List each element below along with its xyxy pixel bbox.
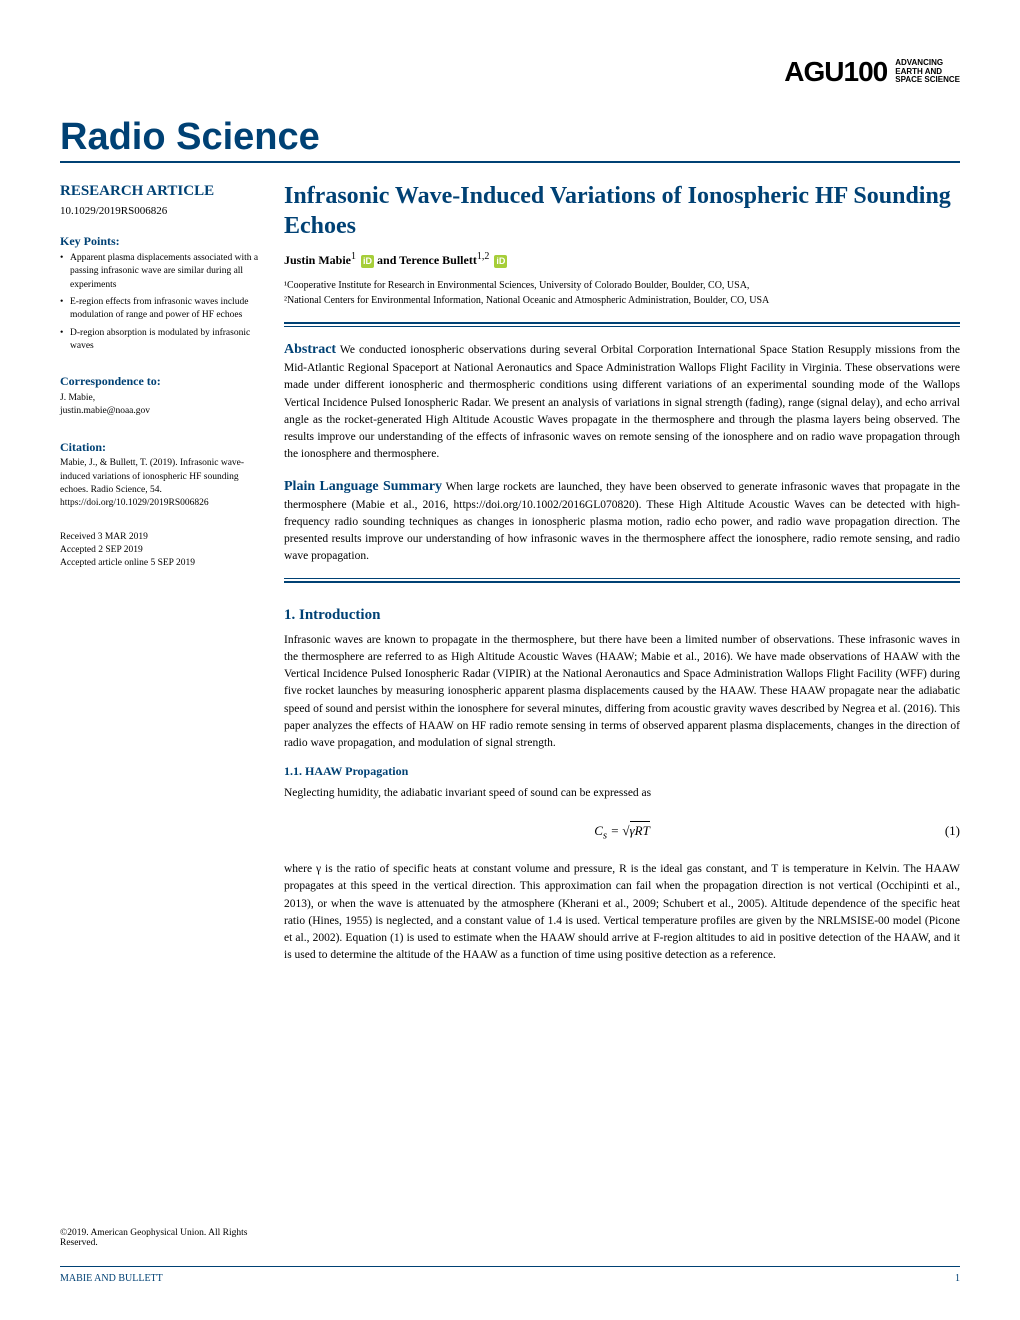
citation-heading: Citation: — [60, 439, 260, 456]
doi: 10.1029/2019RS006826 — [60, 204, 260, 219]
keypoints-heading: Key Points: — [60, 233, 260, 250]
keypoints-block: Key Points: Apparent plasma displacement… — [60, 233, 260, 353]
keypoint-item: E-region effects from infrasonic waves i… — [60, 296, 260, 323]
page-footer: MABIE AND BULLETT 1 — [60, 1266, 960, 1284]
body-paragraph: Neglecting humidity, the adiabatic invar… — [284, 785, 960, 802]
affiliation-line: ²National Centers for Environmental Info… — [284, 293, 960, 308]
orcid-icon[interactable]: iD — [361, 255, 374, 268]
author-affil-sup: 1 — [351, 251, 356, 262]
article-type: RESEARCH ARTICLE — [60, 181, 260, 202]
abstract-label: Abstract — [284, 342, 336, 357]
received-date: Received 3 MAR 2019 — [60, 531, 260, 544]
dates-block: Received 3 MAR 2019 Accepted 2 SEP 2019 … — [60, 531, 260, 571]
equation-number: (1) — [945, 823, 960, 839]
accepted-online-date: Accepted article online 5 SEP 2019 — [60, 557, 260, 570]
abstract-text: We conducted ionospheric observations du… — [284, 344, 960, 460]
content-wrapper: RESEARCH ARTICLE 10.1029/2019RS006826 Ke… — [60, 181, 960, 975]
keypoint-item: Apparent plasma displacements associated… — [60, 252, 260, 292]
author-and: and — [377, 253, 399, 267]
journal-name: Radio Science — [60, 116, 960, 163]
equation: Cs = √γRT (1) — [284, 823, 960, 842]
correspondence-block: Correspondence to: J. Mabie, justin.mabi… — [60, 373, 260, 418]
main-content: Infrasonic Wave-Induced Variations of Io… — [284, 181, 960, 975]
correspondence-name: J. Mabie, — [60, 392, 260, 405]
logo-text: AGU100 — [784, 56, 887, 88]
publisher-logo: AGU100 ADVANCING EARTH AND SPACE SCIENCE — [784, 56, 960, 88]
article-title: Infrasonic Wave-Induced Variations of Io… — [284, 181, 960, 241]
citation-text: Mabie, J., & Bullett, T. (2019). Infraso… — [60, 457, 260, 510]
footer-authors: MABIE AND BULLETT — [60, 1273, 163, 1284]
citation-block: Citation: Mabie, J., & Bullett, T. (2019… — [60, 439, 260, 511]
author-name: Justin Mabie — [284, 253, 351, 267]
author-affil-sup: 1,2 — [477, 251, 490, 262]
section-heading: 1. Introduction — [284, 607, 960, 624]
abstract: Abstract We conducted ionospheric observ… — [284, 339, 960, 464]
author-name: Terence Bullett — [399, 253, 477, 267]
affiliation-line: ¹Cooperative Institute for Research in E… — [284, 278, 960, 293]
body-paragraph: where γ is the ratio of specific heats a… — [284, 861, 960, 965]
sidebar: RESEARCH ARTICLE 10.1029/2019RS006826 Ke… — [60, 181, 260, 975]
affiliations: ¹Cooperative Institute for Research in E… — [284, 278, 960, 308]
orcid-icon[interactable]: iD — [494, 255, 507, 268]
copyright: ©2019. American Geophysical Union. All R… — [60, 1228, 260, 1248]
body-paragraph: Infrasonic waves are known to propagate … — [284, 632, 960, 753]
page-number: 1 — [955, 1273, 960, 1284]
accepted-date: Accepted 2 SEP 2019 — [60, 544, 260, 557]
keypoint-item: D-region absorption is modulated by infr… — [60, 327, 260, 354]
rule-bottom — [284, 578, 960, 583]
plain-language-summary: Plain Language Summary When large rocket… — [284, 476, 960, 566]
correspondence-heading: Correspondence to: — [60, 373, 260, 390]
keypoints-list: Apparent plasma displacements associated… — [60, 252, 260, 353]
authors: Justin Mabie1 iD and Terence Bullett1,2 … — [284, 251, 960, 268]
rule-top — [284, 322, 960, 327]
equation-body: Cs = √γRT — [594, 821, 650, 838]
subsection-heading: 1.1. HAAW Propagation — [284, 764, 960, 779]
correspondence-email: justin.mabie@noaa.gov — [60, 405, 260, 418]
pls-label: Plain Language Summary — [284, 479, 442, 494]
logo-tagline: ADVANCING EARTH AND SPACE SCIENCE — [895, 59, 960, 85]
